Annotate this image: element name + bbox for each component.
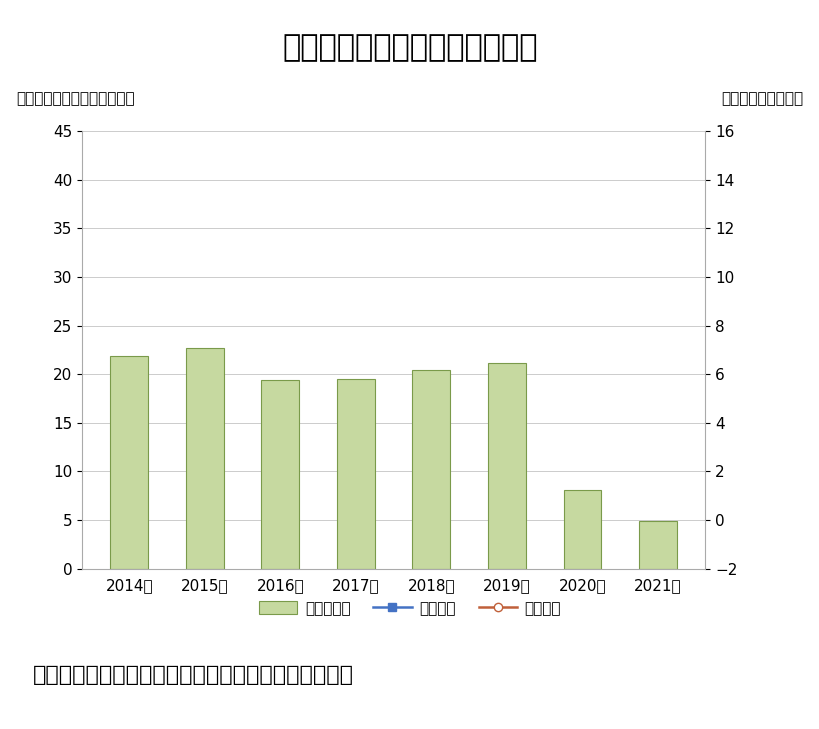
Bar (563, 490, 600, 569)
Bar (261, 380, 299, 569)
Text: 図表１：転入者および転出者数: 図表１：転入者および転出者数 (282, 33, 537, 62)
Bar (487, 362, 525, 569)
Bar (337, 379, 374, 569)
Bar (412, 370, 450, 569)
Text: 転入超過数（万人）: 転入超過数（万人） (721, 91, 803, 106)
Text: （出所）「住民基本台帳人口移動報告」をもとに作成: （出所）「住民基本台帳人口移動報告」をもとに作成 (33, 666, 353, 685)
Text: 転入者数・転出者数（万人）: 転入者数・転出者数（万人） (16, 91, 135, 106)
Bar (111, 356, 148, 569)
Bar (638, 521, 676, 569)
Legend: 転入超過数, 転入者数, 転出者数: 転入超過数, 転入者数, 転出者数 (252, 594, 567, 622)
Bar (186, 348, 224, 569)
